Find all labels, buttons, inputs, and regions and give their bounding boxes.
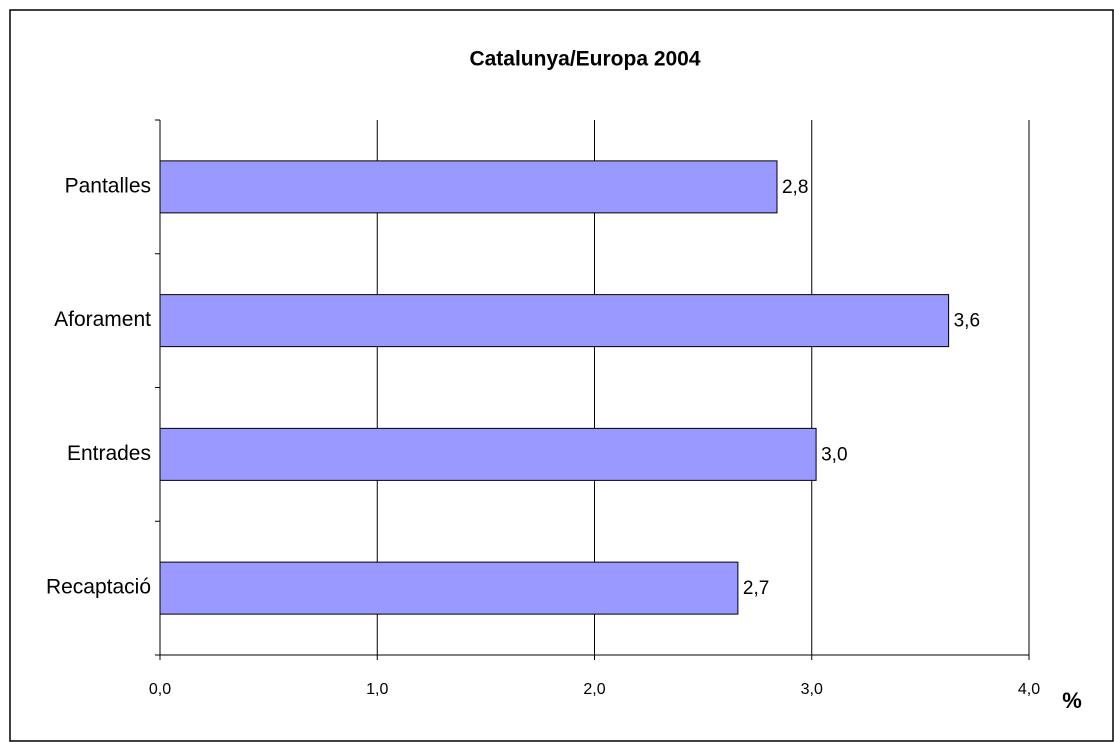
chart-title: Catalunya/Europa 2004 <box>469 48 700 71</box>
x-tick-label: 1,0 <box>366 681 388 698</box>
x-tick-label: 0,0 <box>149 681 171 698</box>
x-tick-label: 2,0 <box>583 681 605 698</box>
bar <box>159 294 950 348</box>
value-label: 3,6 <box>954 311 980 332</box>
value-label: 2,7 <box>743 578 769 599</box>
x-tick-label: 3,0 <box>801 681 823 698</box>
bar <box>159 561 739 615</box>
y-tick-label: Aforament <box>54 308 151 331</box>
value-label: 3,0 <box>821 444 847 465</box>
y-tick-label: Entrades <box>67 442 151 465</box>
value-label: 2,8 <box>782 177 808 198</box>
x-tick-label: 4,0 <box>1018 681 1040 698</box>
bar <box>159 427 817 481</box>
bar <box>159 160 778 214</box>
x-axis-label: % <box>1062 688 1082 713</box>
chart-frame <box>9 9 1114 742</box>
y-tick-label: Pantalles <box>65 174 151 197</box>
y-tick-label: Recaptació <box>46 576 151 599</box>
